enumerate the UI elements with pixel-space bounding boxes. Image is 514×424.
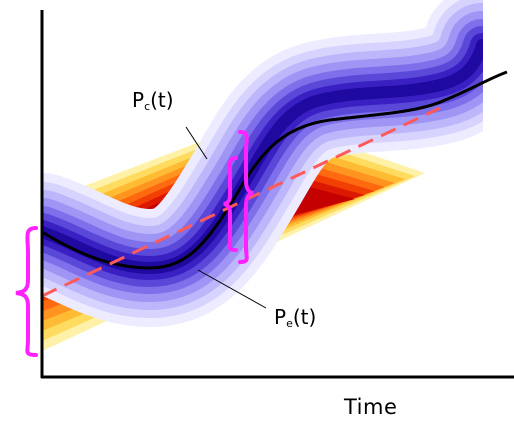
pe-leader-line (197, 269, 267, 309)
middle-brace-large (238, 130, 254, 264)
pc-label: Pc(t) (132, 88, 174, 113)
mean-trajectory-curve (41, 70, 508, 270)
left-mask (0, 0, 42, 424)
x-axis-label: Time (344, 395, 398, 419)
middle-brace-small (223, 156, 238, 252)
left-brace (15, 226, 38, 357)
pe-label: Pe(t) (274, 305, 316, 330)
right-mask (483, 0, 514, 424)
pc-leader-line (185, 126, 208, 160)
